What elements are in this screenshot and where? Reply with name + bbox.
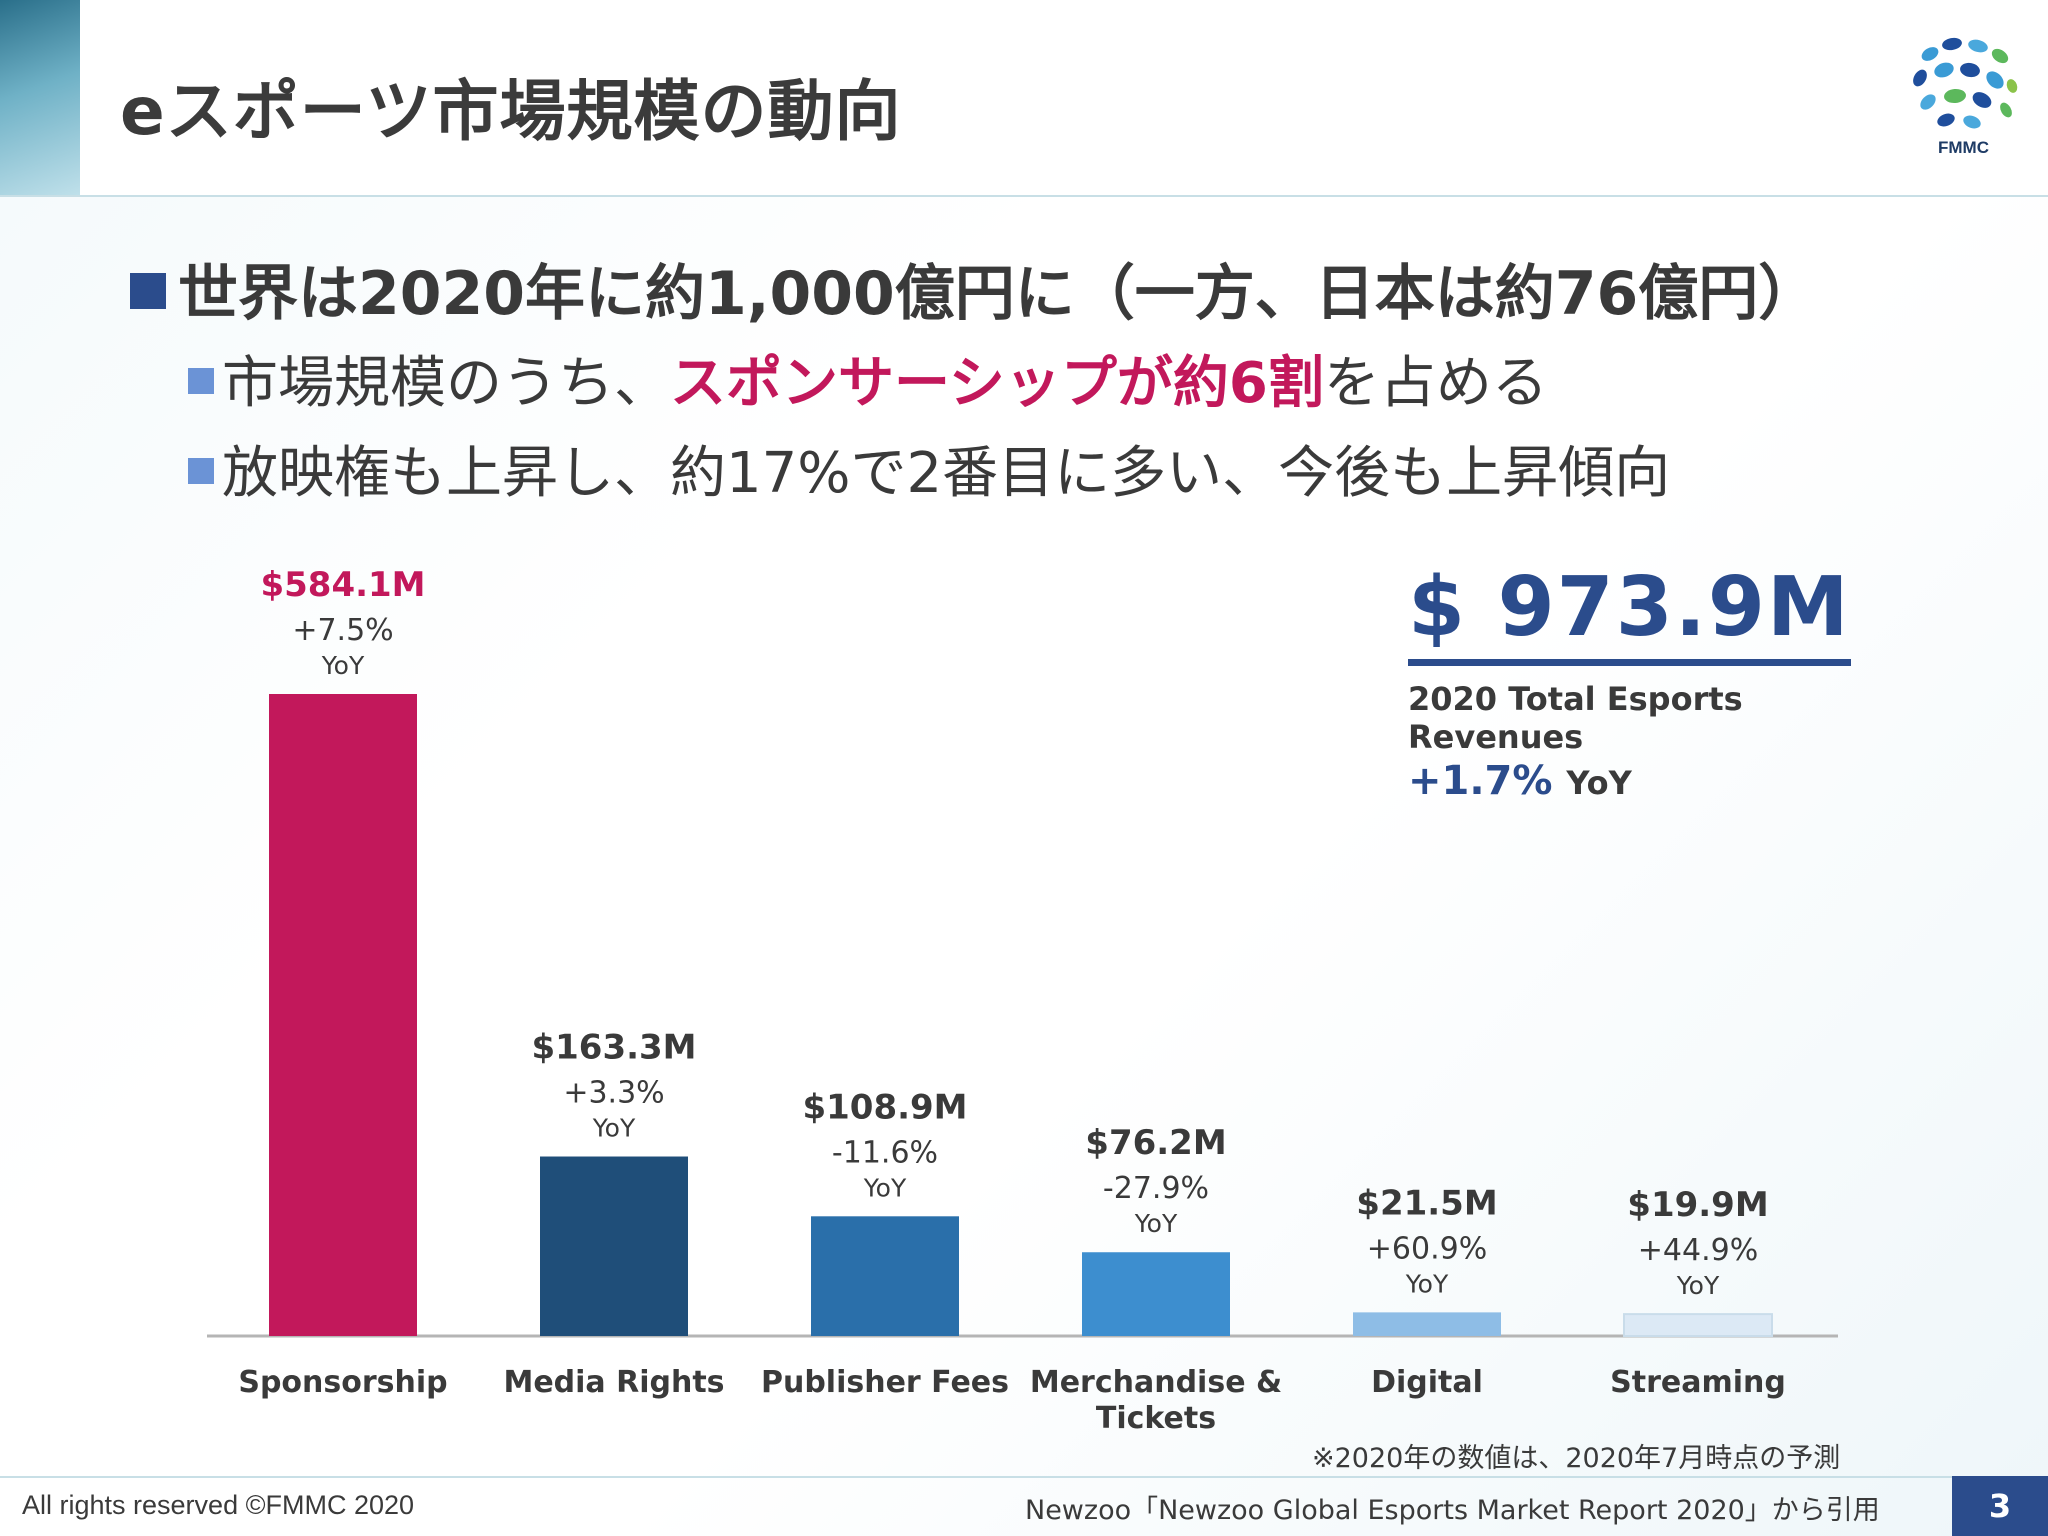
bar-yoy-word: YoY (321, 651, 365, 680)
category-label: Media Rights (503, 1365, 724, 1400)
category-label: Streaming (1610, 1365, 1786, 1400)
sub-bullet-2-text: 放映権も上昇し、約17%で2番目に多い、今後も上昇傾向 (222, 441, 1671, 506)
category-label: Publisher Fees (761, 1365, 1009, 1400)
bar-value-label: $163.3M (531, 1028, 696, 1068)
sub-bullet-2: 放映権も上昇し、約17%で2番目に多い、今後も上昇傾向 (188, 428, 1670, 509)
category-label-line: Merchandise & (1030, 1365, 1282, 1400)
sub-bullet-1-prefix: 市場規模のうち、 (222, 351, 670, 416)
total-yoy-value: +1.7% (1408, 758, 1553, 804)
bar-yoy-label: -11.6% (832, 1135, 938, 1170)
main-bullet: 世界は2020年に約1,000億円に（一方、日本は約76億円） (130, 245, 1818, 332)
bar-yoy-label: +60.9% (1367, 1231, 1487, 1266)
header-accent-graphic (0, 0, 80, 195)
bar-5 (1623, 1313, 1773, 1337)
bar-yoy-label: +3.3% (563, 1076, 664, 1111)
bullet-square-icon (130, 273, 166, 310)
category-label: Merchandise & Tickets (1030, 1365, 1282, 1436)
bar-value-label: $108.9M (802, 1087, 967, 1127)
category-label: Sponsorship (238, 1365, 447, 1400)
category-label: Digital (1371, 1365, 1483, 1400)
total-revenue-label: 2020 Total Esports Revenues (1408, 680, 1743, 756)
sub-bullet-1-highlight: スポンサーシップが約6割 (670, 351, 1324, 416)
bullet-square-icon (188, 367, 214, 394)
total-revenue-box: $ 973.9M 2020 Total Esports Revenues +1.… (1408, 560, 1851, 804)
category-label-line: Tickets (1096, 1401, 1216, 1436)
category-label-line: Streaming (1610, 1365, 1786, 1400)
bullet-square-icon (188, 457, 214, 484)
logo-text: FMMC (1938, 138, 1989, 157)
bar-value-label: $19.9M (1627, 1185, 1768, 1225)
bar-yoy-word: YoY (1676, 1271, 1720, 1300)
forecast-note: ※2020年の数値は、2020年7月時点の予測 (1312, 1443, 1841, 1474)
total-revenue-yoy: +1.7% YoY (1408, 758, 1851, 804)
bar-yoy-label: +44.9% (1638, 1233, 1758, 1268)
copyright-text: All rights reserved ©FMMC 2020 (22, 1490, 415, 1520)
bar-yoy-word: YoY (592, 1114, 636, 1143)
bar-0 (269, 694, 417, 1336)
main-bullet-text: 世界は2020年に約1,000億円に（一方、日本は約76億円） (178, 259, 1819, 329)
fmmc-logo-icon (1913, 37, 2018, 129)
bar-yoy-label: +7.5% (292, 613, 393, 648)
bar-yoy-word: YoY (1134, 1209, 1178, 1238)
bar-value-label: $21.5M (1356, 1183, 1497, 1223)
category-label-line: Media Rights (503, 1365, 724, 1400)
category-label-line: Publisher Fees (761, 1365, 1009, 1400)
bar-yoy-label: -27.9% (1103, 1171, 1209, 1206)
bar-2 (811, 1216, 959, 1336)
bar-yoy-word: YoY (863, 1173, 907, 1202)
bar-4 (1353, 1312, 1501, 1336)
revenue-bar-chart: $584.1M +7.5% YoY Sponsorship $163.3M +3.3% Yo… (207, 565, 1838, 1436)
footer-divider (0, 1476, 2048, 1478)
page-number: 3 (1952, 1476, 2048, 1536)
bar-3 (1082, 1252, 1230, 1336)
bar-value-label: $76.2M (1085, 1123, 1226, 1163)
bar-1 (540, 1156, 688, 1336)
category-label-line: Sponsorship (238, 1365, 447, 1400)
bar-value-label: $584.1M (260, 565, 425, 605)
sub-bullet-1: 市場規模のうち、スポンサーシップが約6割を占める (188, 338, 1548, 419)
bar-yoy-word: YoY (1405, 1269, 1449, 1298)
total-revenue-value: $ 973.9M (1408, 560, 1851, 666)
page-title: eスポーツ市場規模の動向 (120, 73, 902, 150)
total-yoy-word: YoY (1566, 764, 1632, 802)
category-label-line: Digital (1371, 1365, 1483, 1400)
sub-bullet-1-suffix: を占める (1323, 351, 1548, 416)
source-citation: Newzoo「Newzoo Global Esports Market Repo… (1025, 1495, 1880, 1526)
header: eスポーツ市場規模の動向 FMMC (0, 0, 2048, 197)
